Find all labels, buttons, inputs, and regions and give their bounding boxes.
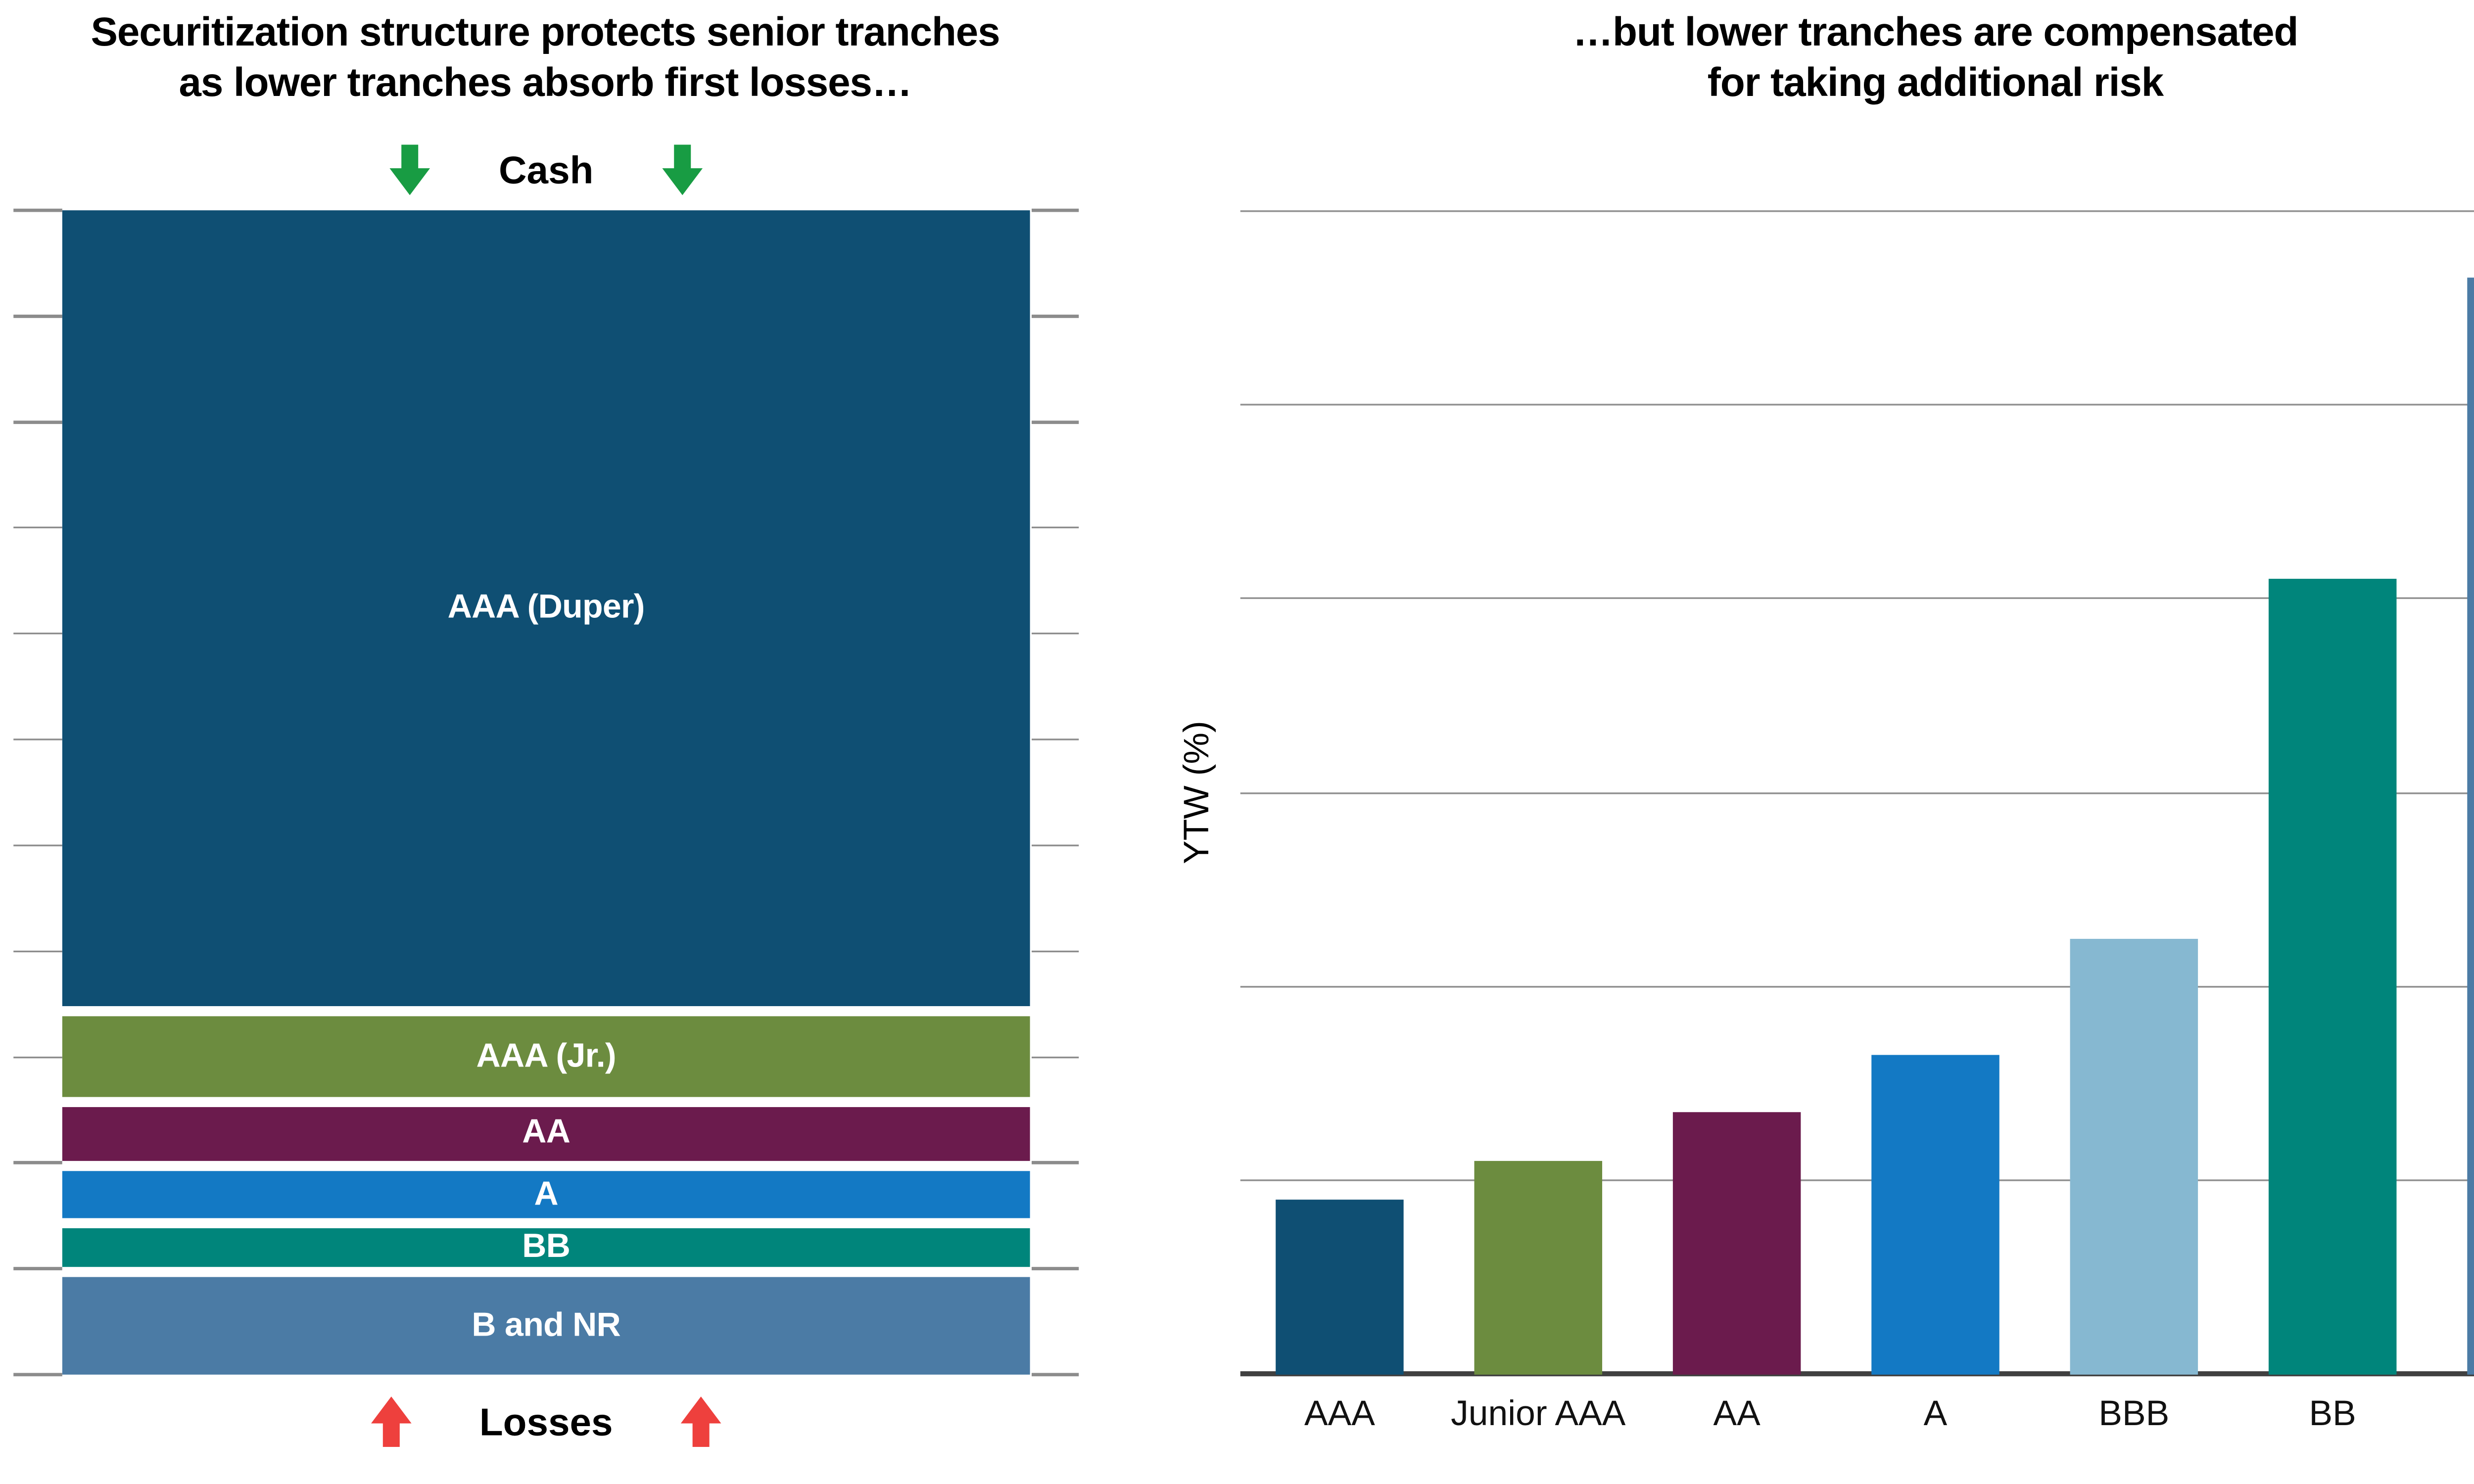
- losses-flow-row: Losses: [62, 1393, 1030, 1450]
- category-label: B: [2432, 1395, 2474, 1436]
- axis-tick: [1031, 950, 1079, 953]
- gridline: [1240, 1179, 2474, 1182]
- right-chart-title: …but lower tranches are compensated for …: [1240, 8, 2474, 108]
- axis-tick: [1031, 1161, 1079, 1164]
- tranche-segment-bb: BB: [62, 1228, 1030, 1268]
- left-axis-ticks: [13, 209, 62, 1376]
- tranche-segment-b-and-nr: B and NR: [62, 1277, 1030, 1375]
- bar-aa: [1672, 1113, 1801, 1375]
- bar-plot: [1240, 209, 2474, 1376]
- gridline: [1240, 985, 2474, 988]
- axis-tick: [13, 632, 62, 635]
- bar-aaa: [1276, 1200, 1404, 1375]
- bar-slot: [1240, 210, 1439, 1375]
- axis-tick: [1031, 526, 1079, 529]
- tranche-segment-aaa-duper: AAA (Duper): [62, 210, 1030, 1007]
- bar-slot: [1439, 210, 1637, 1375]
- gridline: [1240, 791, 2474, 794]
- bar-slot: [1836, 210, 2035, 1375]
- axis-tick: [1031, 844, 1079, 847]
- bar-bbb: [2070, 938, 2198, 1375]
- axis-tick: [13, 1161, 62, 1164]
- tranche-label: A: [534, 1175, 558, 1212]
- bar-slot: [2234, 210, 2432, 1375]
- tranche-label: AA: [522, 1114, 571, 1152]
- gridlines: [1240, 209, 2474, 1376]
- axis-tick: [1031, 1056, 1079, 1059]
- category-label: A: [1923, 1394, 1948, 1434]
- axis-tick: [13, 950, 62, 953]
- gridline: [1240, 209, 2474, 212]
- axis-tick: [13, 420, 62, 423]
- tranche-stack: AAA (Duper) AAA (Jr.) AA A BB B and NR: [62, 210, 1030, 1375]
- cash-flow-row: Cash: [62, 141, 1030, 199]
- tranche-label: BB: [522, 1229, 571, 1266]
- left-chart-title: Securitization structure protects senior…: [0, 8, 1091, 108]
- category-label: BBB: [2098, 1394, 2170, 1434]
- right-title-line-1: …but lower tranches are compensated: [1572, 10, 2299, 56]
- axis-tick: [13, 844, 62, 847]
- axis-tick: [13, 1373, 62, 1376]
- cash-label: Cash: [499, 147, 594, 191]
- axis-tick: [1031, 1267, 1079, 1270]
- tranche-segment-aa: AA: [62, 1107, 1030, 1161]
- bar-junior-aaa: [1474, 1161, 1603, 1375]
- right-axis-ticks: [1031, 209, 1079, 1376]
- gridline: [1240, 403, 2474, 406]
- down-arrow-icon: [390, 144, 431, 195]
- right-title-line-2: for taking additional risk: [1707, 60, 2164, 106]
- axis-tick: [13, 526, 62, 529]
- tranche-segment-aaa-jr: AAA (Jr.): [62, 1017, 1030, 1097]
- bar-slot: [1637, 210, 1836, 1375]
- axis-tick: [1031, 420, 1079, 423]
- tranche-label: AAA (Jr.): [476, 1037, 617, 1075]
- y-axis-label: YTW (%): [1178, 721, 1217, 864]
- axis-tick: [1031, 738, 1079, 741]
- losses-label: Losses: [479, 1399, 613, 1443]
- left-title-line-1: Securitization structure protects senior…: [91, 10, 1000, 56]
- category-label: AAA: [1304, 1394, 1375, 1434]
- tranche-label: AAA (Duper): [447, 589, 645, 626]
- bar-slot: [2035, 210, 2233, 1375]
- axis-tick: [1031, 209, 1079, 212]
- bar-b: [2467, 278, 2474, 1375]
- up-arrow-icon: [681, 1396, 721, 1447]
- down-arrow-icon: [662, 144, 702, 195]
- category-label: BB: [2309, 1394, 2356, 1434]
- category-label: AA: [1713, 1394, 1760, 1434]
- category-label: Junior AAA: [1451, 1394, 1626, 1434]
- x-axis-line: [1240, 1371, 2474, 1376]
- axis-tick: [1031, 1373, 1079, 1376]
- tranche-label: B and NR: [472, 1306, 621, 1344]
- axis-tick: [13, 738, 62, 741]
- axis-tick: [1031, 315, 1079, 318]
- axis-tick: [13, 1056, 62, 1059]
- gridline: [1240, 597, 2474, 600]
- up-arrow-icon: [371, 1396, 412, 1447]
- axis-tick: [13, 209, 62, 212]
- axis-tick: [13, 315, 62, 318]
- axis-tick: [13, 1267, 62, 1270]
- bars: [1240, 210, 2474, 1375]
- bar-bb: [2268, 579, 2397, 1375]
- bar-slot: [2432, 210, 2474, 1375]
- axis-tick: [1031, 632, 1079, 635]
- bar-a: [1871, 1054, 1999, 1375]
- left-title-line-2: as lower tranches absorb first losses…: [179, 60, 912, 106]
- tranche-segment-a: A: [62, 1170, 1030, 1219]
